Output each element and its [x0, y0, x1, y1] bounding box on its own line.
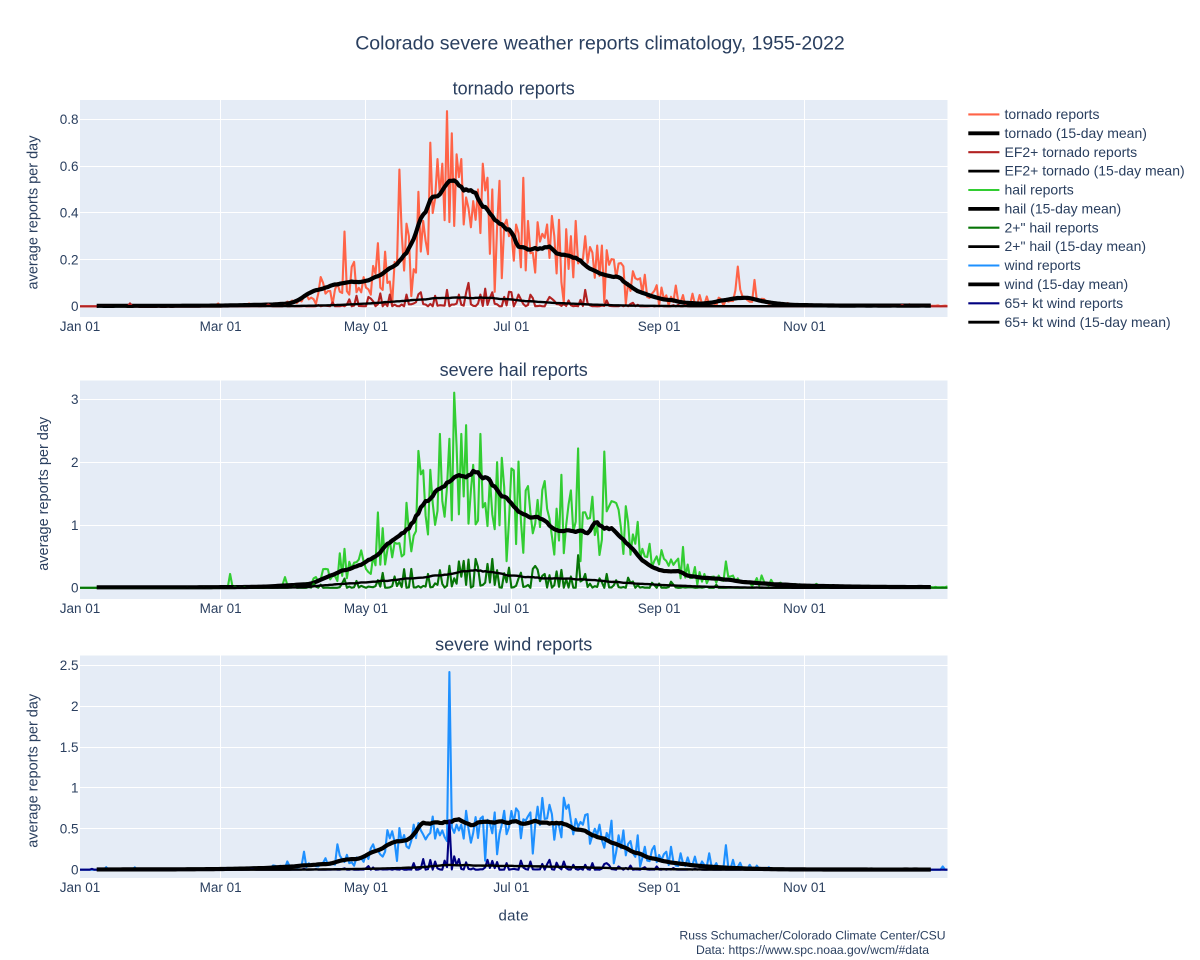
- svg-text:0: 0: [71, 863, 79, 878]
- svg-text:0.4: 0.4: [60, 206, 79, 221]
- svg-text:EF2+ tornado (15-day mean): EF2+ tornado (15-day mean): [1005, 163, 1185, 179]
- svg-text:severe hail reports: severe hail reports: [440, 360, 588, 380]
- svg-text:0: 0: [71, 581, 79, 596]
- svg-text:2+" hail (15-day mean): 2+" hail (15-day mean): [1005, 238, 1147, 254]
- svg-text:tornado (15-day mean): tornado (15-day mean): [1005, 125, 1147, 141]
- svg-text:severe wind reports: severe wind reports: [435, 635, 592, 655]
- svg-text:Mar 01: Mar 01: [200, 319, 242, 334]
- svg-text:2.5: 2.5: [60, 658, 79, 673]
- svg-text:Jan 01: Jan 01: [60, 880, 101, 895]
- svg-text:3: 3: [71, 392, 79, 407]
- svg-text:0.2: 0.2: [60, 252, 79, 267]
- svg-text:date: date: [498, 907, 528, 924]
- svg-text:Jul 01: Jul 01: [493, 319, 529, 334]
- svg-text:Colorado severe weather report: Colorado severe weather reports climatol…: [355, 33, 845, 55]
- svg-text:1: 1: [71, 518, 79, 533]
- svg-text:65+ kt wind (15-day mean): 65+ kt wind (15-day mean): [1005, 314, 1171, 330]
- svg-text:2: 2: [71, 455, 79, 470]
- svg-text:average reports per day: average reports per day: [36, 416, 52, 571]
- svg-text:average reports per day: average reports per day: [25, 693, 41, 848]
- svg-text:tornado reports: tornado reports: [1005, 106, 1100, 122]
- svg-text:Jan 01: Jan 01: [60, 319, 101, 334]
- svg-text:Mar 01: Mar 01: [200, 880, 242, 895]
- svg-text:hail (15-day mean): hail (15-day mean): [1005, 201, 1122, 217]
- svg-text:0: 0: [71, 299, 79, 314]
- svg-text:Mar 01: Mar 01: [200, 601, 242, 616]
- svg-text:May 01: May 01: [344, 880, 388, 895]
- svg-text:Jul 01: Jul 01: [493, 601, 529, 616]
- svg-text:1: 1: [71, 781, 79, 796]
- svg-text:Data: https://www.spc.noaa.gov: Data: https://www.spc.noaa.gov/wcm/#data: [696, 943, 929, 957]
- svg-text:2+" hail reports: 2+" hail reports: [1005, 219, 1099, 235]
- svg-text:Jan 01: Jan 01: [60, 601, 101, 616]
- svg-text:EF2+ tornado reports: EF2+ tornado reports: [1005, 144, 1138, 160]
- svg-text:hail reports: hail reports: [1005, 182, 1074, 198]
- svg-text:wind (15-day mean): wind (15-day mean): [1004, 276, 1129, 292]
- svg-text:65+ kt wind reports: 65+ kt wind reports: [1005, 295, 1124, 311]
- svg-text:0.8: 0.8: [60, 112, 79, 127]
- svg-text:Nov 01: Nov 01: [783, 319, 826, 334]
- svg-text:Nov 01: Nov 01: [783, 880, 826, 895]
- svg-text:May 01: May 01: [344, 601, 388, 616]
- svg-text:wind reports: wind reports: [1004, 257, 1081, 273]
- svg-text:Jul 01: Jul 01: [493, 880, 529, 895]
- svg-text:Sep 01: Sep 01: [638, 880, 681, 895]
- svg-text:average reports per day: average reports per day: [25, 135, 41, 290]
- svg-text:0.5: 0.5: [60, 822, 79, 837]
- svg-text:Nov 01: Nov 01: [783, 601, 826, 616]
- svg-text:tornado reports: tornado reports: [453, 79, 575, 99]
- svg-text:1.5: 1.5: [60, 740, 79, 755]
- svg-text:2: 2: [71, 699, 79, 714]
- svg-text:0.6: 0.6: [60, 159, 79, 174]
- svg-text:Sep 01: Sep 01: [638, 601, 681, 616]
- svg-text:May 01: May 01: [344, 319, 388, 334]
- svg-text:Russ Schumacher/Colorado Clima: Russ Schumacher/Colorado Climate Center/…: [679, 929, 945, 943]
- svg-text:Sep 01: Sep 01: [638, 319, 681, 334]
